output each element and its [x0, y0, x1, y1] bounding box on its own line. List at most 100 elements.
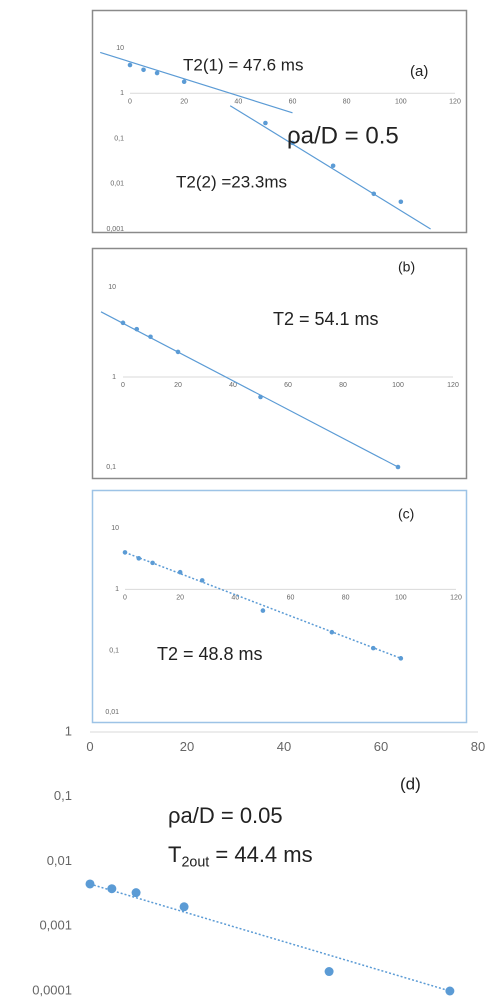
trend-line: [124, 551, 402, 660]
panel-border: [91, 9, 468, 234]
y-tick-label: 10: [108, 284, 116, 291]
annotation: T2(1) = 47.6 ms: [183, 55, 303, 74]
y-tick-label: 0,0001: [32, 982, 72, 997]
x-tick-label: 80: [339, 382, 347, 389]
x-tick-label: 20: [174, 382, 182, 389]
data-point: [398, 199, 404, 205]
y-tick-label: 1: [115, 586, 119, 593]
data-point: [370, 645, 376, 651]
data-point: [398, 656, 404, 661]
data-point: [85, 879, 95, 889]
data-point: [175, 349, 181, 355]
annotation: T2(2) =23.3ms: [176, 172, 287, 191]
data-point: [136, 556, 142, 561]
y-tick-label: 10: [116, 45, 124, 52]
x-tick-label: 80: [342, 595, 350, 602]
x-tick-label: 60: [287, 595, 295, 602]
chart-panel: 10 1 0,1 0 20 40 60 80 100 120 (b) T2 = 54.1 ms: [91, 247, 468, 480]
annotation-subscript: 2out: [181, 854, 209, 870]
annotation: (c): [398, 506, 414, 522]
y-tick-label: 1: [65, 723, 72, 738]
data-point: [330, 163, 336, 169]
data-point: [260, 608, 266, 613]
x-tick-label: 20: [180, 98, 188, 105]
data-point: [329, 629, 335, 635]
x-tick-label: 100: [395, 595, 407, 602]
y-tick-label: 1: [120, 90, 124, 97]
data-point: [134, 326, 140, 332]
x-tick-label: 120: [450, 595, 462, 602]
data-point: [122, 550, 128, 555]
annotation: (a): [410, 63, 428, 80]
y-tick-label: 0,01: [47, 853, 72, 868]
data-point: [395, 464, 401, 470]
y-tick-label: 0,01: [110, 181, 124, 188]
x-tick-label: 0: [121, 382, 125, 389]
data-point: [263, 120, 268, 126]
data-point: [177, 569, 183, 575]
data-point: [150, 560, 155, 566]
y-tick-label: 0,001: [39, 918, 72, 933]
x-tick-label: 0: [128, 98, 132, 105]
y-tick-label: 10: [111, 525, 119, 532]
annotation: (b): [398, 259, 415, 275]
annotation: T2 = 54.1 ms: [273, 309, 379, 329]
annotation-part: T: [168, 842, 181, 867]
x-tick-label: 100: [395, 98, 407, 105]
data-point: [181, 79, 187, 84]
x-tick-label: 40: [234, 98, 242, 105]
trend-line: [100, 311, 399, 468]
x-tick-label: 80: [343, 98, 351, 105]
trend-line: [229, 105, 431, 230]
x-tick-label: 20: [180, 739, 194, 754]
data-point: [199, 578, 205, 583]
y-tick-label: 0,01: [105, 709, 119, 716]
panel-border: [91, 489, 468, 724]
x-tick-label: 0: [123, 595, 127, 602]
data-point: [179, 902, 189, 912]
data-point: [148, 334, 153, 340]
y-tick-label: 1: [112, 374, 116, 381]
y-tick-label: 0,1: [109, 648, 119, 655]
data-point: [445, 986, 455, 996]
x-tick-label: 60: [374, 739, 388, 754]
annotation: ρa/D = 0.5: [287, 122, 399, 149]
data-point: [131, 888, 141, 898]
x-tick-label: 120: [449, 98, 461, 105]
y-tick-label: 0,1: [54, 788, 72, 803]
data-point: [324, 967, 334, 977]
data-point: [107, 884, 117, 894]
annotation: ρa/D = 0.05: [168, 803, 283, 828]
data-point: [120, 320, 126, 326]
trend-line: [89, 883, 451, 992]
x-tick-label: 120: [447, 382, 459, 389]
y-tick-label: 0,1: [114, 135, 124, 142]
data-point: [290, 140, 295, 146]
x-tick-label: 40: [231, 595, 239, 602]
annotation: T2 = 48.8 ms: [157, 644, 263, 664]
panel-border: [91, 247, 468, 480]
data-point: [258, 394, 263, 400]
data-point: [127, 62, 133, 68]
x-tick-label: 100: [392, 382, 404, 389]
x-tick-label: 40: [277, 739, 291, 754]
trend-line: [100, 51, 293, 114]
x-tick-label: 60: [289, 98, 297, 105]
data-point: [141, 67, 146, 73]
x-tick-label: 80: [471, 739, 485, 754]
data-point: [371, 191, 377, 197]
annotation: T2out = 44.4 ms: [168, 842, 313, 871]
x-tick-label: 60: [284, 382, 292, 389]
y-tick-label: 0,001: [106, 226, 124, 233]
x-tick-label: 20: [176, 595, 184, 602]
chart-panel: 10 1 0,1 0,01 0,001 0 20 40 60 80 100 120 T2(1) = 47…: [91, 9, 468, 234]
chart-panel: 10 1 0,1 0,01 0 20 40 60 80 100 120 (c) T2 = 48.8 ms: [91, 489, 468, 724]
data-point: [154, 70, 160, 76]
y-tick-label: 0,1: [106, 464, 116, 471]
annotation-part: = 44.4 ms: [209, 842, 312, 867]
x-tick-label: 40: [229, 382, 237, 389]
chart-panel: 1 0,1 0,01 0,001 0,0001 0 20 40 60 80 (d) ρa/D = 0.…: [32, 723, 485, 997]
x-tick-label: 0: [86, 739, 93, 754]
